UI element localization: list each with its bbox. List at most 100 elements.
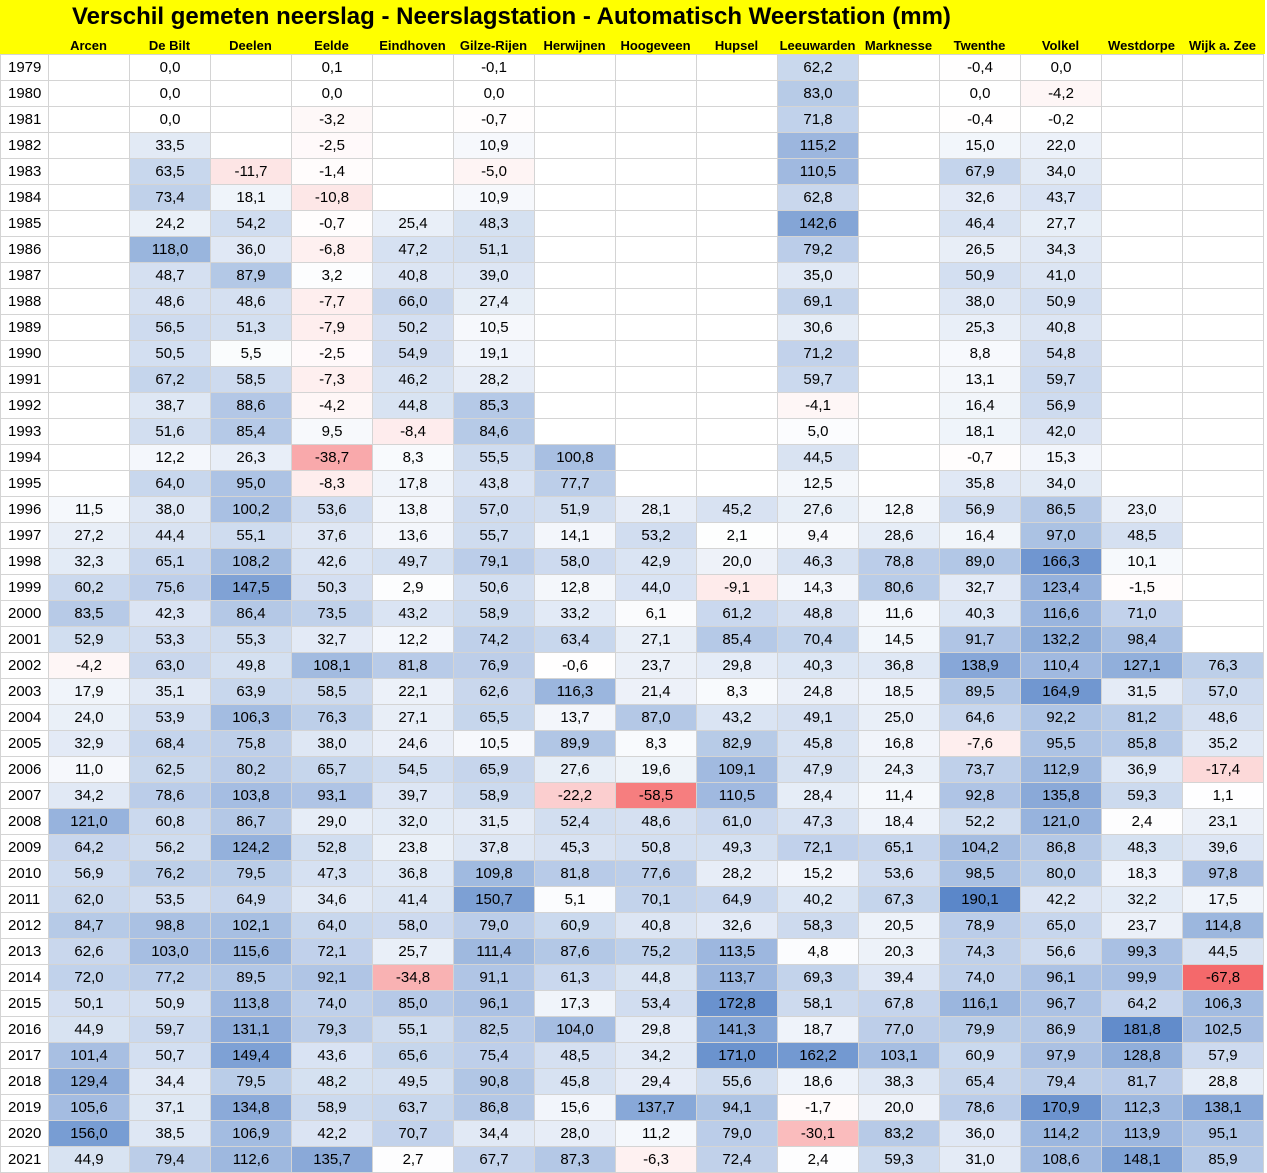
- value-cell[interactable]: 36,9: [1101, 756, 1183, 783]
- value-cell[interactable]: [48, 132, 130, 159]
- value-cell[interactable]: 48,6: [1182, 704, 1264, 731]
- value-cell[interactable]: 67,9: [939, 158, 1021, 185]
- year-cell[interactable]: 2016: [0, 1016, 49, 1043]
- year-cell[interactable]: 1991: [0, 366, 49, 393]
- value-cell[interactable]: 113,9: [1101, 1120, 1183, 1147]
- value-cell[interactable]: 79,3: [291, 1016, 373, 1043]
- value-cell[interactable]: [696, 444, 778, 471]
- value-cell[interactable]: -7,7: [291, 288, 373, 315]
- value-cell[interactable]: -0,4: [939, 106, 1021, 133]
- value-cell[interactable]: 106,3: [210, 704, 292, 731]
- value-cell[interactable]: 64,2: [48, 834, 130, 861]
- value-cell[interactable]: 102,5: [1182, 1016, 1264, 1043]
- value-cell[interactable]: [534, 418, 616, 445]
- year-cell[interactable]: 2019: [0, 1094, 49, 1121]
- value-cell[interactable]: 42,2: [1020, 886, 1102, 913]
- value-cell[interactable]: -8,4: [372, 418, 454, 445]
- value-cell[interactable]: 16,4: [939, 522, 1021, 549]
- value-cell[interactable]: 23,8: [372, 834, 454, 861]
- value-cell[interactable]: 24,8: [777, 678, 859, 705]
- value-cell[interactable]: -1,5: [1101, 574, 1183, 601]
- value-cell[interactable]: 31,5: [1101, 678, 1183, 705]
- value-cell[interactable]: 59,7: [129, 1016, 211, 1043]
- value-cell[interactable]: [696, 470, 778, 497]
- value-cell[interactable]: 62,2: [777, 54, 859, 81]
- value-cell[interactable]: 27,4: [453, 288, 535, 315]
- value-cell[interactable]: 170,9: [1020, 1094, 1102, 1121]
- value-cell[interactable]: 94,1: [696, 1094, 778, 1121]
- value-cell[interactable]: 43,7: [1020, 184, 1102, 211]
- value-cell[interactable]: [1101, 470, 1183, 497]
- value-cell[interactable]: 53,5: [129, 886, 211, 913]
- value-cell[interactable]: 43,2: [372, 600, 454, 627]
- value-cell[interactable]: 27,6: [777, 496, 859, 523]
- value-cell[interactable]: [696, 418, 778, 445]
- value-cell[interactable]: 50,8: [615, 834, 697, 861]
- value-cell[interactable]: 24,0: [48, 704, 130, 731]
- value-cell[interactable]: 85,8: [1101, 730, 1183, 757]
- value-cell[interactable]: 32,6: [696, 912, 778, 939]
- value-cell[interactable]: 48,3: [453, 210, 535, 237]
- value-cell[interactable]: [48, 314, 130, 341]
- value-cell[interactable]: 112,9: [1020, 756, 1102, 783]
- value-cell[interactable]: [696, 366, 778, 393]
- value-cell[interactable]: 89,9: [534, 730, 616, 757]
- value-cell[interactable]: 14,1: [534, 522, 616, 549]
- value-cell[interactable]: [858, 236, 940, 263]
- value-cell[interactable]: 50,5: [129, 340, 211, 367]
- value-cell[interactable]: 63,9: [210, 678, 292, 705]
- value-cell[interactable]: 85,4: [696, 626, 778, 653]
- value-cell[interactable]: 62,6: [453, 678, 535, 705]
- value-cell[interactable]: 10,5: [453, 314, 535, 341]
- value-cell[interactable]: [615, 236, 697, 263]
- year-cell[interactable]: 2014: [0, 964, 49, 991]
- value-cell[interactable]: 10,5: [453, 730, 535, 757]
- value-cell[interactable]: 51,1: [453, 236, 535, 263]
- value-cell[interactable]: 17,9: [48, 678, 130, 705]
- value-cell[interactable]: 64,6: [939, 704, 1021, 731]
- year-cell[interactable]: 2005: [0, 730, 49, 757]
- value-cell[interactable]: [615, 54, 697, 81]
- value-cell[interactable]: 67,7: [453, 1146, 535, 1173]
- value-cell[interactable]: 31,5: [453, 808, 535, 835]
- value-cell[interactable]: [1182, 54, 1264, 81]
- value-cell[interactable]: 98,5: [939, 860, 1021, 887]
- value-cell[interactable]: 53,3: [129, 626, 211, 653]
- value-cell[interactable]: [1182, 496, 1264, 523]
- value-cell[interactable]: 79,0: [696, 1120, 778, 1147]
- value-cell[interactable]: 99,3: [1101, 938, 1183, 965]
- value-cell[interactable]: [48, 54, 130, 81]
- value-cell[interactable]: 0,1: [291, 54, 373, 81]
- value-cell[interactable]: 32,9: [48, 730, 130, 757]
- value-cell[interactable]: 51,3: [210, 314, 292, 341]
- value-cell[interactable]: [534, 340, 616, 367]
- value-cell[interactable]: [858, 288, 940, 315]
- value-cell[interactable]: [696, 340, 778, 367]
- value-cell[interactable]: -17,4: [1182, 756, 1264, 783]
- value-cell[interactable]: [1101, 418, 1183, 445]
- value-cell[interactable]: 127,1: [1101, 652, 1183, 679]
- value-cell[interactable]: 26,5: [939, 236, 1021, 263]
- value-cell[interactable]: 81,7: [1101, 1068, 1183, 1095]
- value-cell[interactable]: 28,6: [858, 522, 940, 549]
- value-cell[interactable]: 60,9: [939, 1042, 1021, 1069]
- value-cell[interactable]: 156,0: [48, 1120, 130, 1147]
- value-cell[interactable]: 64,9: [210, 886, 292, 913]
- value-cell[interactable]: -0,1: [453, 54, 535, 81]
- value-cell[interactable]: 138,9: [939, 652, 1021, 679]
- value-cell[interactable]: 62,8: [777, 184, 859, 211]
- value-cell[interactable]: [1101, 340, 1183, 367]
- value-cell[interactable]: 10,1: [1101, 548, 1183, 575]
- value-cell[interactable]: 57,0: [453, 496, 535, 523]
- value-cell[interactable]: 62,5: [129, 756, 211, 783]
- value-cell[interactable]: 2,7: [372, 1146, 454, 1173]
- value-cell[interactable]: 91,7: [939, 626, 1021, 653]
- value-cell[interactable]: [615, 418, 697, 445]
- value-cell[interactable]: [534, 210, 616, 237]
- value-cell[interactable]: 45,8: [777, 730, 859, 757]
- value-cell[interactable]: 121,0: [48, 808, 130, 835]
- value-cell[interactable]: 38,7: [129, 392, 211, 419]
- value-cell[interactable]: 53,6: [858, 860, 940, 887]
- value-cell[interactable]: 86,7: [210, 808, 292, 835]
- value-cell[interactable]: 164,9: [1020, 678, 1102, 705]
